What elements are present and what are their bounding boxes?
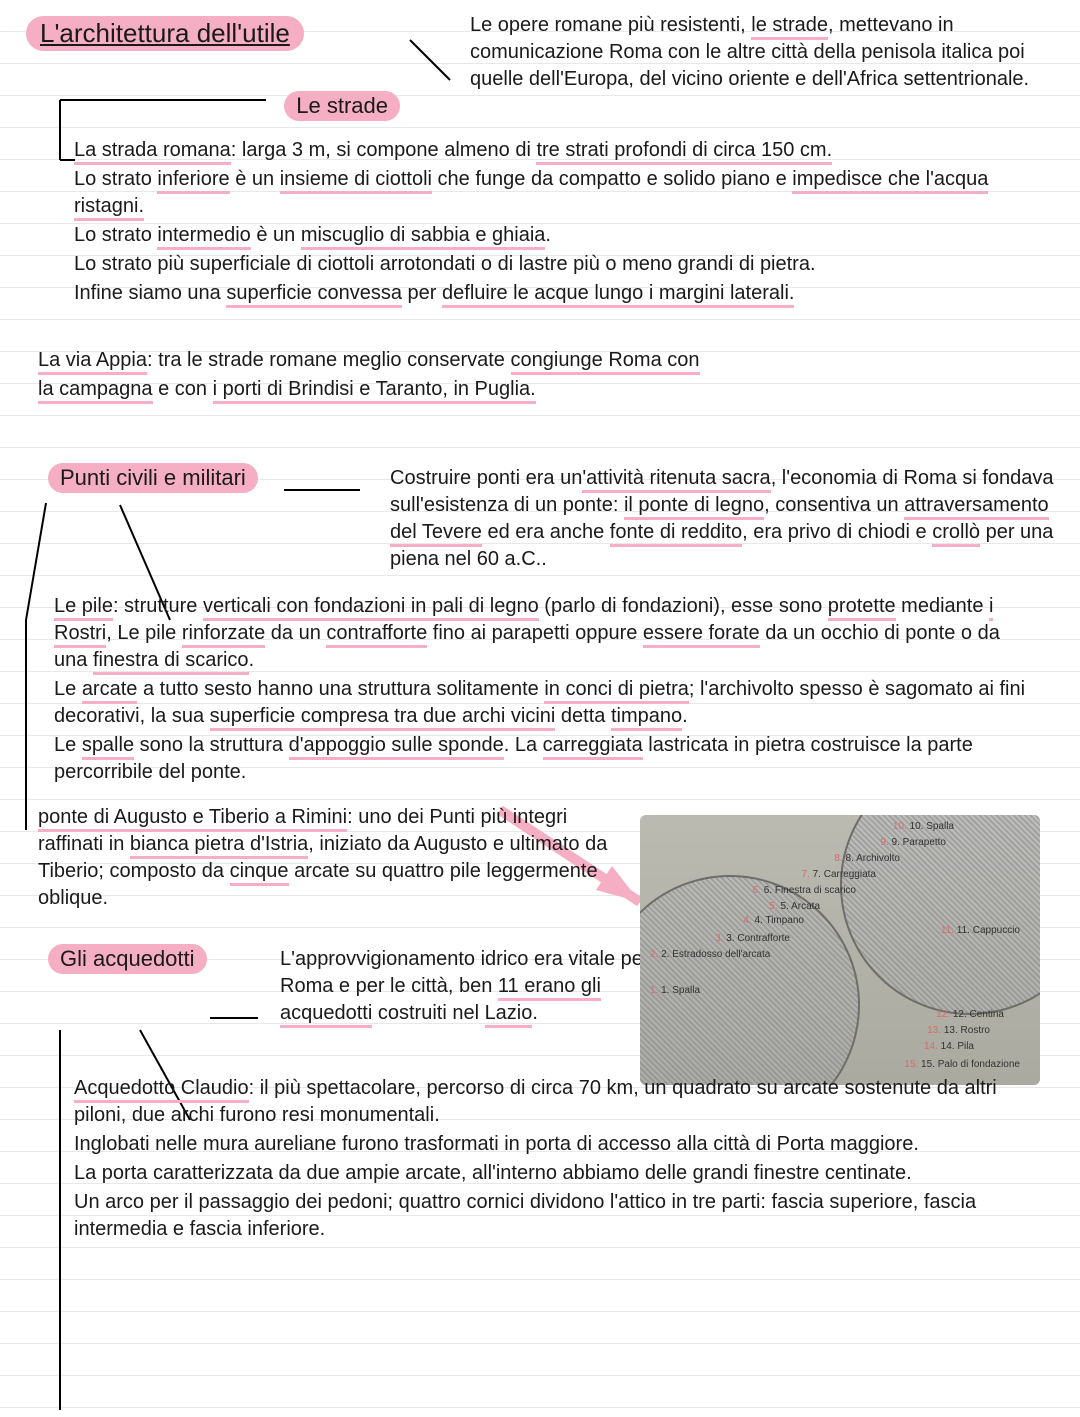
- block-pile: Le pile: strutture verticali con fondazi…: [20, 593, 1060, 786]
- intro-ponti: Costruire ponti era un'attività ritenuta…: [390, 463, 1060, 575]
- block-ponte-augusto: ponte di Augusto e Tiberio a Rimini: uno…: [20, 804, 620, 912]
- heading-ponti: Punti civili e militari: [48, 463, 258, 493]
- heading-strade: Le strade: [284, 91, 400, 121]
- bridge-diagram: 10. 10. Spalla 9. 9. Parapetto 8. 8. Arc…: [640, 815, 1040, 1085]
- block-via-appia: La via Appia: tra le strade romane megli…: [20, 347, 1060, 403]
- intro-strade: Le opere romane più resistenti, le strad…: [440, 10, 1060, 95]
- block-acquedotto-claudio: Acquedotto Claudio: il più spettacolare,…: [20, 1075, 1060, 1243]
- intro-acquedotti: L'approvvigionamento idrico era vitale p…: [280, 944, 650, 1029]
- heading-acquedotti: Gli acquedotti: [48, 944, 207, 974]
- page-title: L'architettura dell'utile: [26, 16, 304, 51]
- block-strada-romana: La strada romana: larga 3 m, si compone …: [20, 137, 1060, 307]
